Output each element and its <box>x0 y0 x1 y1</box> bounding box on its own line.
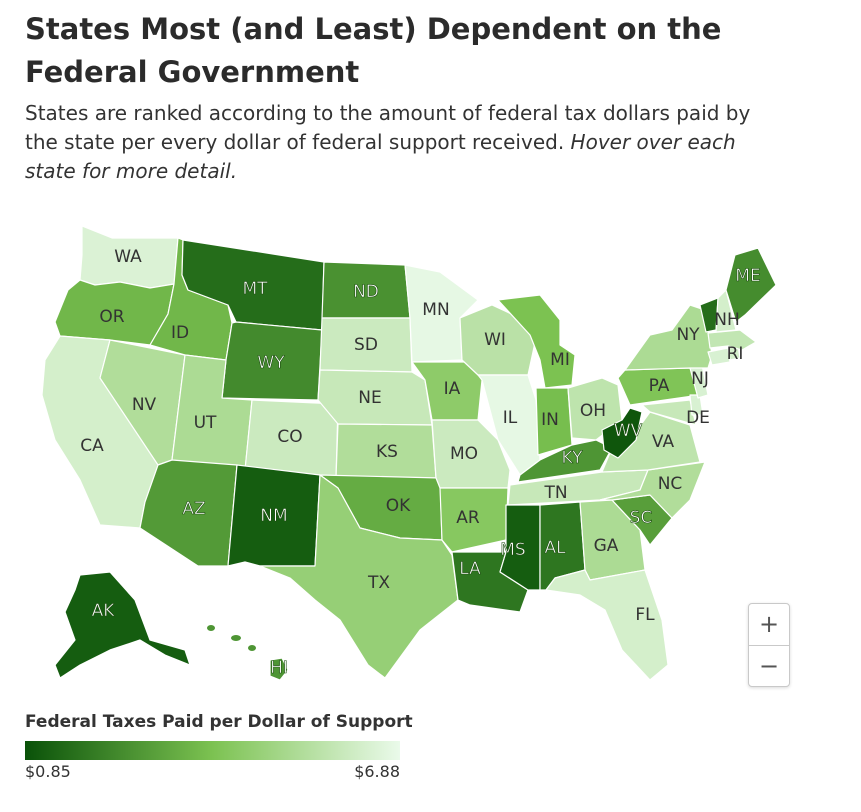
state-label-OK: OK <box>386 496 411 516</box>
state-label-WY: WY <box>257 353 285 373</box>
legend-max-label: $6.88 <box>354 762 400 781</box>
state-label-SD: SD <box>354 335 378 355</box>
state-label-WI: WI <box>484 330 506 350</box>
state-NC[interactable] <box>599 461 706 519</box>
state-label-MS: MS <box>500 540 525 560</box>
state-ME[interactable] <box>725 247 777 323</box>
state-label-PA: PA <box>649 376 670 396</box>
state-NH[interactable] <box>715 289 737 333</box>
state-label-AK: AK <box>92 601 116 621</box>
state-label-MO: MO <box>450 444 478 464</box>
state-label-AZ: AZ <box>182 499 205 519</box>
state-label-VA: VA <box>652 432 675 452</box>
state-WI[interactable] <box>459 304 537 376</box>
state-HI[interactable] <box>269 657 289 681</box>
state-label-MT: MT <box>242 279 268 299</box>
state-label-FL: FL <box>635 605 655 625</box>
state-label-ND: ND <box>353 282 379 302</box>
state-label-UT: UT <box>194 413 217 433</box>
state-label-WA: WA <box>114 247 142 267</box>
state-HI-islet <box>248 645 256 651</box>
state-label-MI: MI <box>550 350 570 370</box>
state-label-CO: CO <box>277 427 302 447</box>
state-label-KS: KS <box>376 442 398 462</box>
state-label-WV: WV <box>614 421 643 441</box>
state-MD[interactable] <box>641 399 697 426</box>
legend-title: Federal Taxes Paid per Dollar of Support <box>25 712 413 732</box>
state-label-ME: ME <box>735 266 760 286</box>
zoom-in-button[interactable]: + <box>749 604 789 646</box>
subtitle-hint: Hover over each state for more detail. <box>25 130 736 183</box>
state-label-IL: IL <box>503 408 518 428</box>
state-label-OH: OH <box>580 401 606 421</box>
state-label-NH: NH <box>714 310 740 330</box>
state-label-SC: SC <box>630 508 653 528</box>
state-label-TN: TN <box>543 483 567 503</box>
state-label-NC: NC <box>658 474 683 494</box>
state-label-NV: NV <box>132 395 157 415</box>
state-label-DE: DE <box>686 408 710 428</box>
state-label-NJ: NJ <box>691 369 709 389</box>
state-MA[interactable] <box>707 329 757 351</box>
state-label-TX: TX <box>367 573 390 593</box>
page-subtitle: States are ranked according to the amoun… <box>25 99 785 186</box>
us-choropleth-map[interactable]: WA OR CA NV ID MT WY UT AZ CO NM ND SD N… <box>0 200 861 700</box>
state-HI-islet <box>207 625 215 631</box>
state-label-OR: OR <box>99 307 124 327</box>
legend-min-label: $0.85 <box>25 762 71 781</box>
state-label-GA: GA <box>594 536 619 556</box>
state-CT[interactable] <box>707 347 731 366</box>
state-AK[interactable] <box>54 571 191 679</box>
state-label-NM: NM <box>260 506 287 526</box>
state-label-IN: IN <box>541 410 559 430</box>
page-title: States Most (and Least) Dependent on the… <box>25 12 722 89</box>
state-label-AL: AL <box>544 538 566 558</box>
state-AR[interactable] <box>439 487 509 553</box>
state-label-LA: LA <box>459 559 481 579</box>
state-label-AR: AR <box>456 508 480 528</box>
state-label-ID: ID <box>171 323 189 343</box>
zoom-control: + − <box>748 603 790 687</box>
state-TX[interactable] <box>259 474 459 679</box>
state-label-KY: KY <box>562 448 584 468</box>
state-labels: WA OR CA NV ID MT WY UT AZ CO NM ND SD N… <box>80 247 761 678</box>
state-MI[interactable] <box>497 294 576 389</box>
state-label-MN: MN <box>422 300 449 320</box>
state-WV[interactable] <box>601 407 643 459</box>
legend-color-scale <box>25 741 400 760</box>
state-label-NY: NY <box>676 325 700 345</box>
subtitle-text: States are ranked according to the amoun… <box>25 101 751 154</box>
state-label-HI: HI <box>270 658 288 678</box>
state-label-RI: RI <box>727 344 744 364</box>
state-FL[interactable] <box>545 569 669 681</box>
hawaii-islets <box>207 625 256 651</box>
state-HI-islet <box>231 635 241 641</box>
state-MO[interactable] <box>431 419 511 489</box>
state-shapes <box>41 225 777 681</box>
zoom-out-button[interactable]: − <box>758 652 780 680</box>
state-label-CA: CA <box>80 436 104 456</box>
state-label-NE: NE <box>358 388 381 408</box>
state-label-IA: IA <box>444 379 461 399</box>
